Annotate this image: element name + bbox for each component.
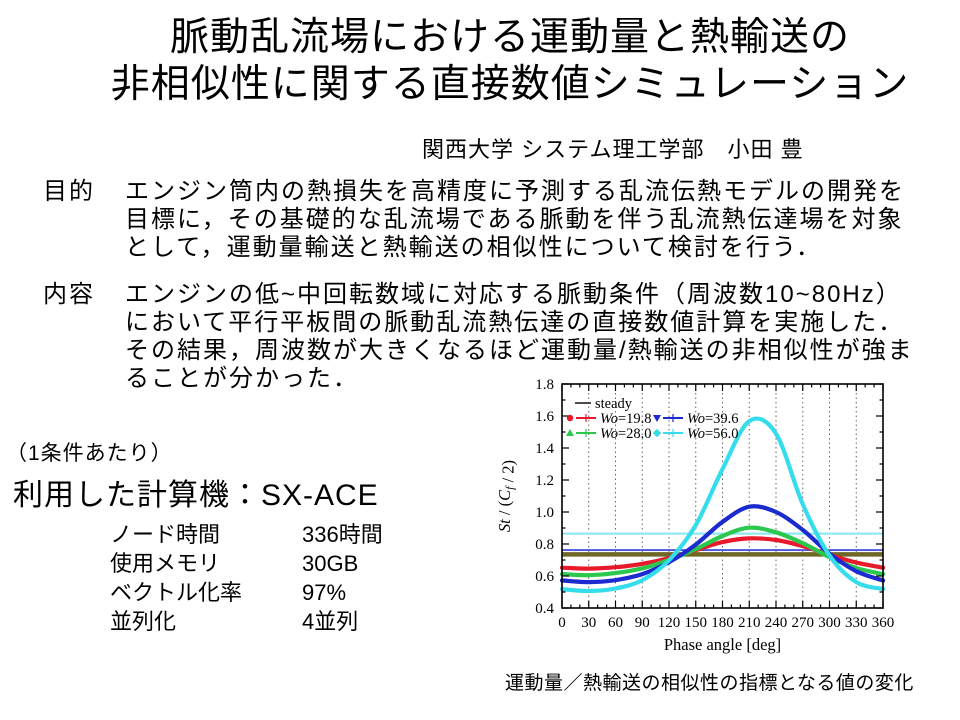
content-section: 内容 エンジンの低~中回転数域に対応する脈動条件（周波数10~80Hz） におい… [43, 281, 914, 393]
spec-label: ノード時間 [110, 522, 221, 547]
legend-label: Wo=39.6 [687, 411, 739, 427]
purpose-label: 目的 [43, 178, 95, 205]
y-tick-label: 0.6 [535, 569, 554, 585]
author-affiliation: 関西大学 システム理工学部 小田 豊 [422, 137, 804, 162]
x-tick-label: 150 [685, 615, 708, 631]
spec-label: 並列化 [110, 609, 177, 634]
compute-specs-table: ノード時間 336時間 使用メモリ 30GB ベクトル化率 97% 並列化 4並… [110, 520, 383, 636]
y-tick-label: 0.4 [535, 601, 554, 617]
y-tick-label: 1.0 [535, 505, 554, 521]
slide-title-line1: 脈動乱流場における運動量と熱輸送の [169, 16, 850, 59]
computer-heading: 利用した計算機：SX-ACE [13, 479, 379, 512]
y-tick-label: 1.4 [535, 441, 554, 457]
x-tick-label: 180 [711, 615, 734, 631]
y-tick-label: 1.6 [535, 409, 554, 425]
x-tick-label: 330 [845, 615, 868, 631]
legend-marker-circle [566, 414, 574, 422]
spec-value: 97% [302, 580, 347, 605]
x-axis-label: Phase angle [deg] [664, 635, 781, 654]
legend-marker-triangle-down [653, 415, 661, 422]
x-tick-label: 90 [635, 615, 650, 631]
similarity-index-chart: 0 30 60 90 120 150 180 210 240 270 300 330 360 0.4 0.6… [492, 370, 902, 670]
y-tick-label: 0.8 [535, 537, 554, 553]
series-curve-Wo=56.0 [559, 416, 886, 594]
purpose-line: 目標に，その基礎的な乱流場である脈動を伴う乱流熱伝達場を対象 [125, 206, 904, 233]
purpose-line: として，運動量輸送と熱輸送の相似性について検討を行う． [125, 234, 822, 261]
chart-svg: 0 30 60 90 120 150 180 210 240 270 300 330 360 0.4 0.6… [495, 377, 895, 654]
table-row: 使用メモリ 30GB [110, 549, 383, 578]
content-line: において平行平板間の脈動乱流熱伝達の直接数値計算を実施した． [125, 309, 905, 336]
x-tick-label: 120 [658, 615, 681, 631]
content-line: ることが分かった． [125, 365, 359, 392]
spec-label: ベクトル化率 [110, 580, 243, 605]
slide-title-line2: 非相似性に関する直接数値シミュレーション [110, 63, 910, 106]
content-text: エンジンの低~中回転数域に対応する脈動条件（周波数10~80Hz） において平行… [125, 281, 914, 393]
x-tick-label: 60 [608, 615, 623, 631]
y-tick-label: 1.2 [535, 473, 554, 489]
purpose-text: エンジン筒内の熱損失を高精度に予測する乱流伝熱モデルの開発を 目標に，その基礎的… [125, 178, 905, 262]
per-condition-note: （1条件あたり） [6, 442, 173, 465]
slide-title: 脈動乱流場における運動量と熱輸送の 非相似性に関する直接数値シミュレーション [60, 14, 960, 108]
legend-label: steady [595, 396, 633, 412]
legend-label: Wo=19.8 [600, 411, 652, 427]
x-tick-label: 210 [738, 615, 761, 631]
x-tick-label: 270 [792, 615, 815, 631]
table-row: ベクトル化率 97% [110, 578, 383, 607]
legend-label: Wo=56.0 [687, 426, 739, 442]
x-tick-label: 30 [581, 615, 596, 631]
spec-label: 使用メモリ [110, 551, 221, 576]
x-tick-label: 360 [872, 615, 895, 631]
legend-marker-diamond [652, 428, 662, 438]
x-tick-label: 0 [558, 615, 566, 631]
purpose-section: 目的 エンジン筒内の熱損失を高精度に予測する乱流伝熱モデルの開発を 目標に，その… [43, 178, 905, 262]
y-axis-label: St / (Cf / 2) [495, 460, 518, 532]
x-tick-label: 240 [765, 615, 788, 631]
spec-value: 30GB [302, 551, 359, 576]
figure-caption: 運動量／熱輸送の相似性の指標となる値の変化 [505, 673, 914, 694]
table-row: 並列化 4並列 [110, 607, 383, 636]
legend-label: Wo=28.0 [600, 426, 652, 442]
x-tick-label: 300 [818, 615, 841, 631]
table-row: ノード時間 336時間 [110, 520, 383, 549]
purpose-line: エンジン筒内の熱損失を高精度に予測する乱流伝熱モデルの開発を [125, 178, 905, 205]
spec-value: 336時間 [302, 522, 383, 547]
content-label: 内容 [43, 281, 95, 308]
content-line: その結果，周波数が大きくなるほど運動量/熱輸送の非相似性が強ま [125, 337, 914, 364]
content-line: エンジンの低~中回転数域に対応する脈動条件（周波数10~80Hz） [125, 281, 902, 308]
spec-value: 4並列 [302, 609, 359, 634]
y-tick-label: 1.8 [535, 377, 554, 393]
legend-marker-triangle-up [566, 429, 574, 436]
